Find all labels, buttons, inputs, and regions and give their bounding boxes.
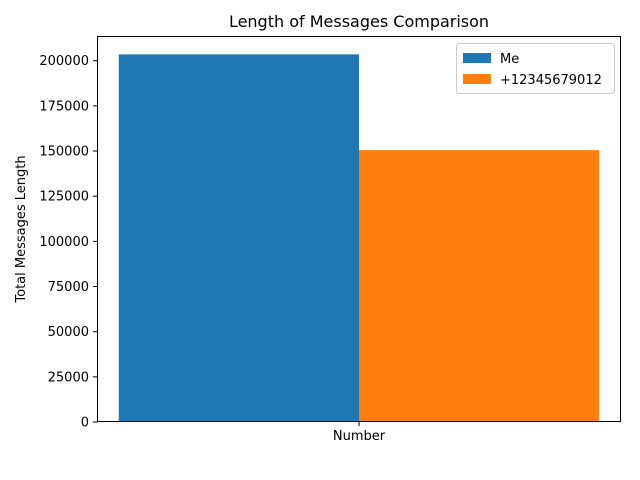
y-axis: 0 25000 50000 75000 100000 125000 150000 175000… — [39, 54, 97, 431]
bar-me — [118, 54, 359, 422]
legend-swatch — [463, 74, 491, 84]
y-tick-label: 50000 — [48, 325, 89, 340]
legend: Me +12345679012 — [456, 43, 615, 94]
y-tick-label: 0 — [81, 416, 89, 431]
plot-frame — [97, 36, 621, 422]
y-tick-label: 175000 — [39, 99, 89, 114]
y-tick-label: 200000 — [39, 54, 89, 69]
y-tick-label: 25000 — [48, 370, 89, 385]
x-axis-label: Number — [333, 429, 386, 444]
legend-entry-label: Me — [500, 52, 519, 67]
y-tick-label: 125000 — [39, 190, 89, 205]
legend-swatch — [463, 53, 491, 63]
bar-contact — [359, 150, 600, 422]
legend-box — [456, 43, 615, 94]
y-tick-label: 150000 — [39, 145, 89, 160]
y-tick-label: 100000 — [39, 235, 89, 250]
y-axis-label: Total Messages Length — [14, 155, 29, 303]
y-tick-label: 75000 — [48, 280, 89, 295]
bars-group — [118, 54, 600, 422]
chart-title: Length of Messages Comparison — [229, 12, 489, 31]
legend-entry-label: +12345679012 — [500, 73, 602, 88]
